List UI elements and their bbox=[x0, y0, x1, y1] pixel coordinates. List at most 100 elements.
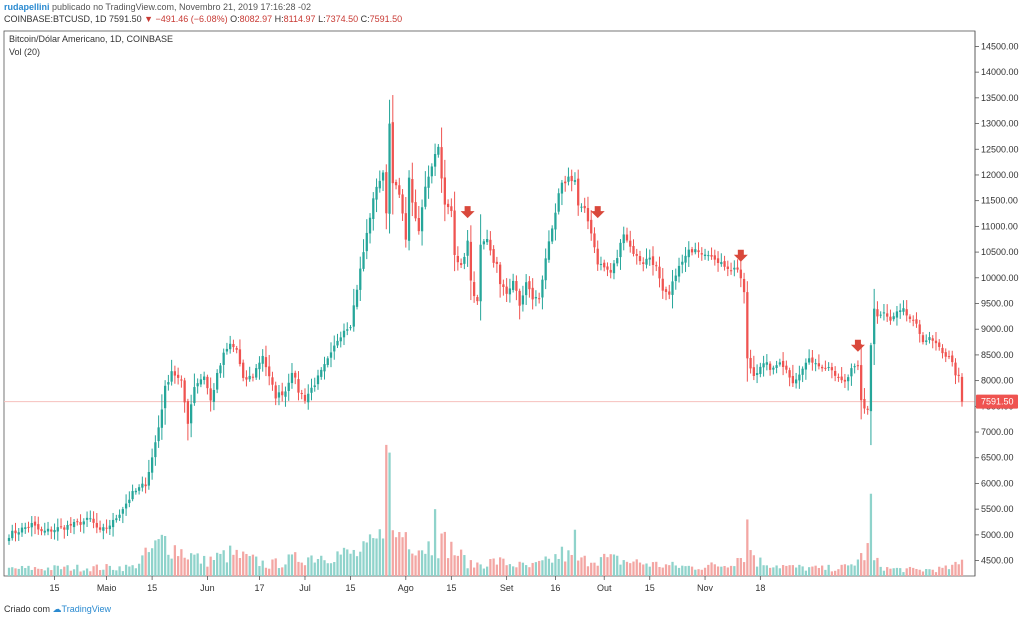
candle-body bbox=[323, 364, 326, 372]
time-tick-label: 15 bbox=[147, 583, 157, 593]
candle-body bbox=[765, 362, 768, 365]
candle-body bbox=[668, 291, 671, 295]
volume-bar bbox=[118, 566, 121, 576]
price-tick-label: 7000.00 bbox=[981, 427, 1014, 437]
tradingview-brand[interactable]: TradingView bbox=[61, 604, 112, 614]
price-axis[interactable]: 14500.00 14000.00 13500.00 13000.00 12500.00… bbox=[974, 31, 1019, 576]
candle-body bbox=[934, 340, 938, 344]
volume-bar bbox=[951, 564, 954, 576]
candle-body bbox=[951, 355, 954, 363]
price-chart[interactable]: 14500.00 14000.00 13500.00 13000.00 12500.00… bbox=[0, 28, 1024, 600]
candle-body bbox=[225, 348, 229, 352]
candle-body bbox=[342, 330, 346, 338]
volume-bar bbox=[586, 566, 590, 576]
series-title[interactable]: Bitcoin/Dólar Americano, 1D, COINBASE bbox=[9, 34, 173, 44]
candle-body bbox=[420, 207, 424, 232]
candle-body bbox=[53, 529, 56, 533]
candle-body bbox=[944, 352, 947, 357]
volume-title[interactable]: Vol (20) bbox=[9, 47, 40, 57]
candle-body bbox=[264, 357, 268, 368]
candle-body bbox=[381, 172, 385, 181]
candle-body bbox=[515, 281, 518, 291]
volume-bar bbox=[225, 562, 229, 576]
candle-body bbox=[860, 365, 863, 401]
volume-bar bbox=[69, 570, 72, 576]
candle-body bbox=[76, 521, 79, 523]
volume-bar bbox=[238, 558, 242, 576]
volume-bar bbox=[834, 570, 837, 576]
symbol-label[interactable]: COINBASE:BTCUSD, 1D bbox=[4, 14, 107, 24]
volume-bar bbox=[154, 540, 157, 576]
candle-body bbox=[476, 297, 479, 302]
volume-bar bbox=[684, 566, 687, 576]
candle-body bbox=[700, 253, 703, 255]
volume-bar bbox=[365, 542, 368, 576]
volume-bar bbox=[287, 554, 290, 576]
candle-body bbox=[912, 319, 915, 321]
candle-body bbox=[821, 366, 824, 369]
volume-bar bbox=[66, 565, 69, 576]
price-tick-label: 10500.00 bbox=[981, 247, 1019, 257]
volume-bar bbox=[167, 554, 170, 576]
tradingview-cloud-icon[interactable]: ☁ bbox=[52, 604, 62, 614]
candle-body bbox=[609, 269, 612, 273]
candle-body bbox=[834, 370, 837, 376]
volume-bar bbox=[186, 559, 190, 576]
candle-body bbox=[954, 362, 957, 376]
price-tick-label: 14000.00 bbox=[981, 67, 1019, 77]
volume-bar bbox=[368, 534, 372, 576]
volume-bar bbox=[277, 568, 281, 576]
candle-body bbox=[339, 337, 342, 342]
volume-bar bbox=[407, 549, 411, 576]
candle-body bbox=[827, 367, 830, 369]
volume-bar bbox=[723, 565, 726, 576]
time-axis[interactable]: 15 Maio 15 Jun 17 Jul 15 Ago 15 Set 16 Out 15 Nov 18 bbox=[50, 576, 766, 593]
candle-body bbox=[128, 499, 131, 504]
candle-body bbox=[469, 241, 473, 281]
volume-bar bbox=[860, 553, 863, 576]
candle-body bbox=[43, 530, 46, 533]
candle-body bbox=[807, 358, 811, 363]
volume-bar bbox=[128, 566, 131, 576]
price-tick-label: 9000.00 bbox=[981, 324, 1014, 334]
volume-bar bbox=[124, 564, 128, 576]
price-tick-label: 14500.00 bbox=[981, 41, 1019, 51]
publisher-username[interactable]: rudapellini bbox=[4, 2, 50, 12]
time-tick-label: Out bbox=[597, 583, 612, 593]
candle-body bbox=[850, 368, 853, 377]
volume-bar bbox=[27, 565, 30, 576]
low-label: L: bbox=[318, 14, 326, 24]
price-tick-label: 13500.00 bbox=[981, 93, 1019, 103]
volume-bar bbox=[768, 567, 772, 576]
volume-bar bbox=[697, 569, 700, 576]
candle-body bbox=[124, 503, 128, 509]
chart-frame bbox=[3, 30, 976, 577]
candle-body bbox=[729, 270, 733, 272]
volume-bar bbox=[889, 568, 892, 576]
volume-bar bbox=[817, 567, 821, 576]
volume-bar bbox=[163, 536, 167, 576]
candle-body bbox=[242, 362, 245, 378]
candle-body bbox=[290, 372, 294, 384]
candle-body bbox=[785, 365, 788, 370]
volume-bar bbox=[580, 557, 583, 576]
volume-bar bbox=[642, 564, 645, 576]
candle-body bbox=[394, 182, 398, 186]
volume-bar bbox=[616, 555, 619, 576]
candle-body bbox=[882, 312, 886, 314]
time-tick-label: Maio bbox=[97, 583, 117, 593]
candle-body bbox=[82, 521, 85, 525]
volume-bar bbox=[420, 550, 424, 576]
volume-bar bbox=[661, 567, 664, 576]
volume-bar bbox=[716, 566, 720, 576]
header-line-2: COINBASE:BTCUSD, 1D 7591.50 ▼ −491.46 (−… bbox=[4, 14, 402, 24]
volume-bar bbox=[664, 564, 668, 576]
candle-body bbox=[222, 352, 225, 365]
low-value: 7374.50 bbox=[325, 14, 359, 24]
candle-body bbox=[190, 404, 193, 424]
volume-bar bbox=[82, 570, 85, 576]
volume-bar bbox=[850, 564, 853, 576]
candle-body bbox=[232, 343, 235, 348]
candle-body bbox=[658, 266, 661, 279]
volume-bar bbox=[336, 551, 339, 576]
